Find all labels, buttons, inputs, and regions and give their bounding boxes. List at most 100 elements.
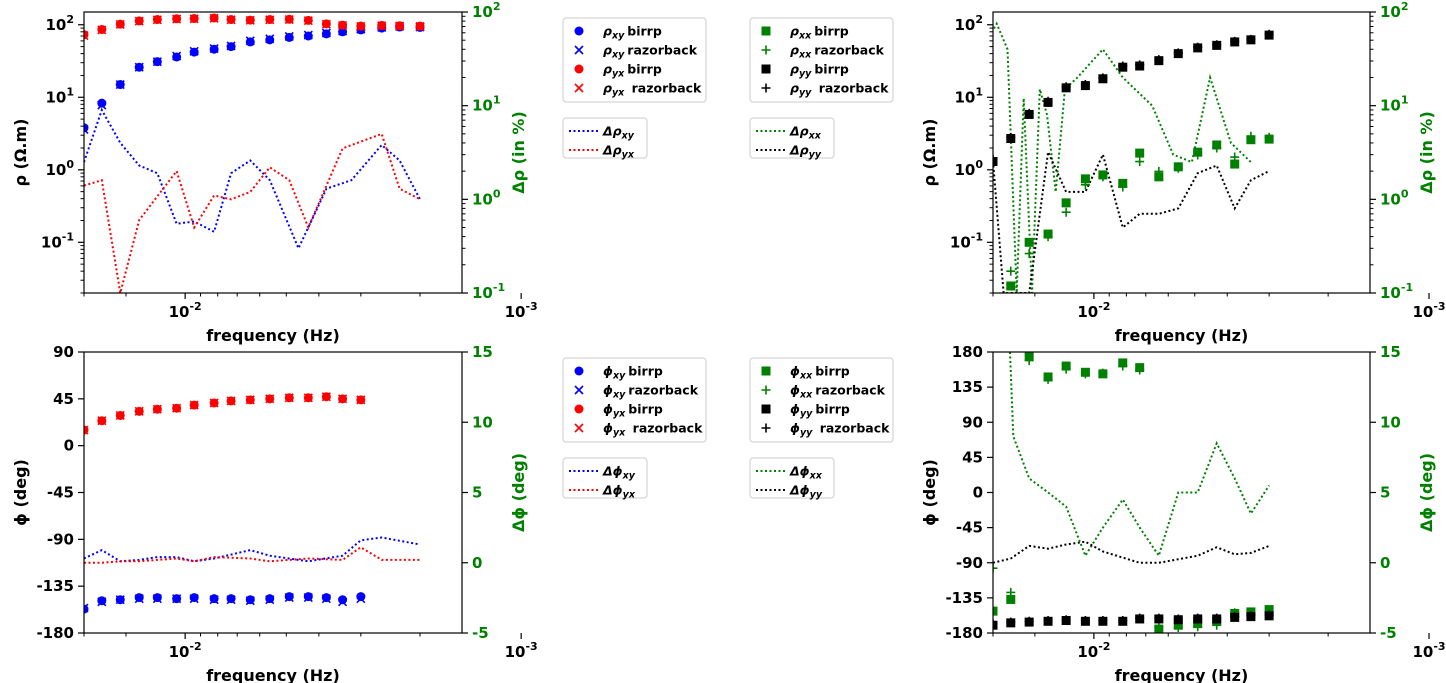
data-point-3-1-2 <box>1024 356 1034 366</box>
data-point-2-1-9 <box>245 596 255 606</box>
data-point-0-3-18 <box>415 21 425 31</box>
data-point-0-3-15 <box>356 21 366 31</box>
y-left-axis-label: ρ (Ω.m) <box>11 119 30 187</box>
data-point-1-1-1 <box>1006 266 1016 276</box>
plot-phi_offdiag: 10-2 10-3 frequency (Hz) 90 45 0 -45 -90 -135 -18… <box>11 343 538 683</box>
data-point-3-3-11 <box>1193 613 1203 623</box>
data-point-1-3-13 <box>1230 36 1240 46</box>
legend-label: ϕxx birrp <box>790 364 850 382</box>
y-left-tick-label: 0 <box>64 437 74 455</box>
data-point-2-0-15 <box>356 592 366 602</box>
data-point-2-1-10 <box>265 595 275 605</box>
data-point-1-1-13 <box>1230 152 1240 162</box>
data-point-2-3-5 <box>172 403 182 413</box>
y-left-axis-label: ρ (Ω.m) <box>920 119 939 187</box>
data-point-0-3-4 <box>152 15 162 25</box>
y-left-tick-label: 180 <box>952 343 983 361</box>
legend-label: Δϕyy <box>789 483 823 501</box>
y-left-tick-label: -135 <box>945 589 983 607</box>
legend-frame <box>749 457 835 499</box>
y-left-tick-label: -135 <box>36 577 74 595</box>
legend-label: ρxx razorback <box>790 43 885 61</box>
legend-label: ϕxy birrp <box>603 364 663 382</box>
plot-frame <box>83 11 463 294</box>
plot-data <box>993 21 1274 293</box>
plot-rho_diag: 10-2 10-3 frequency (Hz) 102 101 100 10-1 102 10… <box>920 0 1446 345</box>
legend-marker <box>761 385 771 395</box>
legend-marker <box>574 45 584 55</box>
y-left-tick-label: -180 <box>36 624 74 642</box>
data-point-2-1-3 <box>134 594 144 604</box>
y-right-tick-label: 101 <box>1380 94 1409 115</box>
data-point-0-3-6 <box>189 14 199 24</box>
legend-label: Δρxy <box>602 124 635 142</box>
data-point-1-2-0 <box>993 157 998 167</box>
data-point-1-1-9 <box>1154 166 1164 176</box>
legend-label: ρxy birrp <box>603 24 662 42</box>
data-point-2-1-5 <box>172 594 182 604</box>
x-axis-label: frequency (Hz) <box>206 326 340 345</box>
data-point-1-0-2 <box>1024 237 1034 247</box>
y-right-tick-label: 5 <box>1380 484 1390 502</box>
data-point-1-1-15 <box>1264 132 1274 142</box>
y-left-tick-label: 0 <box>973 484 983 502</box>
data-point-2-1-0 <box>84 603 89 613</box>
legend-label: ϕyy birrp <box>790 402 850 420</box>
data-point-0-1-4 <box>152 57 162 67</box>
data-point-0-3-12 <box>303 16 313 26</box>
y-right-tick-label: 10-1 <box>1380 281 1413 302</box>
y-left-tick-label: 135 <box>952 378 983 396</box>
data-point-2-3-7 <box>209 398 219 408</box>
y-right-tick-label: 10 <box>472 413 493 431</box>
data-point-2-1-4 <box>152 594 162 604</box>
legend-label: ρyy razorback <box>790 81 889 99</box>
data-point-0-1-7 <box>209 43 219 54</box>
legend-label: ϕxy razorback <box>603 383 699 401</box>
data-point-3-1-10 <box>1173 623 1183 633</box>
legend-marker <box>761 26 771 36</box>
data-point-1-3-0 <box>993 154 998 164</box>
legend-frame <box>749 117 835 159</box>
y-right-tick-label: 0 <box>472 554 482 572</box>
y-right-tick-label: -5 <box>472 624 489 642</box>
legend-frame <box>749 357 894 443</box>
y-right-tick-label: 100 <box>1380 187 1409 208</box>
data-point-3-3-3 <box>1043 616 1053 626</box>
y-right-axis-label: Δρ (in %) <box>1417 111 1436 194</box>
legend-label: Δρxx <box>789 124 822 142</box>
legend-label: ρyy birrp <box>790 62 849 80</box>
x-tick-label: 10-2 <box>1077 300 1110 321</box>
y-right-tick-label: 101 <box>472 94 501 115</box>
legend-label: ρyx razorback <box>603 81 702 99</box>
data-point-2-3-8 <box>226 396 236 406</box>
data-point-0-3-7 <box>209 13 219 23</box>
data-point-1-0-1 <box>1006 281 1016 291</box>
y-left-tick-label: 101 <box>954 85 983 106</box>
data-point-0-1-13 <box>321 28 331 38</box>
data-point-1-0-9 <box>1154 172 1164 182</box>
data-point-3-3-2 <box>1024 616 1034 626</box>
data-point-0-1-1 <box>97 100 107 110</box>
data-point-2-3-12 <box>303 393 313 403</box>
data-point-0-1-5 <box>172 51 182 61</box>
y-left-tick-label: 90 <box>962 413 983 431</box>
data-point-2-1-8 <box>226 595 236 605</box>
legend-frame <box>749 17 894 103</box>
data-point-3-1-5 <box>1080 369 1090 379</box>
data-point-3-1-1 <box>1006 587 1016 597</box>
y-left-tick-label: 10-1 <box>41 230 74 251</box>
y-right-tick-label: 100 <box>472 187 501 208</box>
y-left-tick-label: 102 <box>45 13 74 34</box>
data-point-3-3-14 <box>1246 611 1256 621</box>
data-point-2-1-13 <box>321 594 331 604</box>
plot-rho_offdiag: 10-2 10-3 frequency (Hz) 102 101 100 10-1 102 10… <box>11 0 538 345</box>
legend-marker <box>574 64 584 74</box>
data-point-3-3-7 <box>1118 616 1128 626</box>
legend-marker <box>574 385 584 395</box>
data-point-3-1-8 <box>1135 365 1145 375</box>
data-point-0-3-8 <box>226 15 236 25</box>
